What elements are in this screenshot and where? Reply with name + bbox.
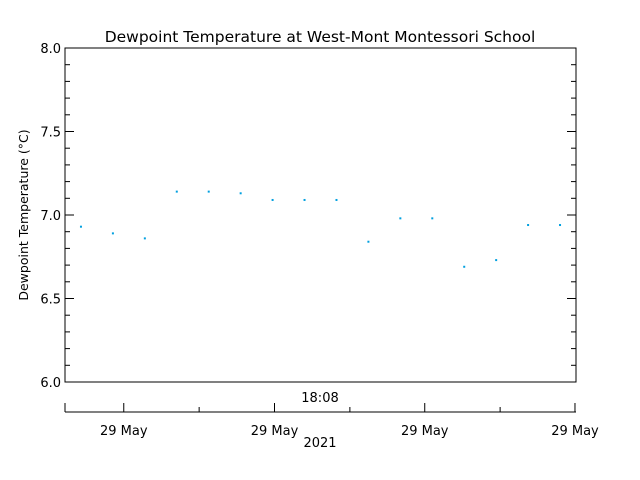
x-tick-label: 29 May — [401, 424, 449, 439]
data-point — [271, 198, 274, 201]
y-axis-label: Dewpoint Temperature (°C) — [16, 129, 31, 300]
data-point — [335, 198, 338, 201]
data-point — [495, 259, 498, 262]
plot-frame — [64, 47, 577, 383]
x-tick-label: 29 May — [251, 424, 299, 439]
data-point — [207, 190, 210, 193]
y-tick-label: 6.5 — [40, 293, 61, 308]
data-point — [111, 232, 114, 235]
x-tick-label: 29 May — [100, 424, 148, 439]
y-tick-label: 8.0 — [40, 42, 61, 57]
y-tick-label: 6.0 — [40, 376, 61, 391]
data-point — [175, 190, 178, 193]
data-point — [431, 217, 434, 220]
data-point — [367, 240, 370, 243]
x-axis: 29 May 29 May 29 May 29 May — [64, 403, 599, 439]
y-axis: 6.0 6.5 7.0 7.5 8.0 — [40, 42, 576, 391]
x-tick-label: 29 May — [551, 424, 599, 439]
data-point — [303, 198, 306, 201]
data-point — [463, 265, 466, 268]
y-tick-label: 7.5 — [40, 126, 61, 141]
data-point — [399, 217, 402, 220]
data-point — [79, 225, 82, 228]
data-point — [559, 224, 562, 227]
year-label: 2021 — [303, 436, 336, 451]
data-point — [143, 237, 146, 240]
data-point — [527, 224, 530, 227]
y-tick-label: 7.0 — [40, 209, 61, 224]
data-point — [239, 192, 242, 195]
time-label: 18:08 — [301, 391, 338, 406]
chart-title: Dewpoint Temperature at West-Mont Montes… — [105, 28, 536, 46]
data-points — [79, 190, 562, 268]
